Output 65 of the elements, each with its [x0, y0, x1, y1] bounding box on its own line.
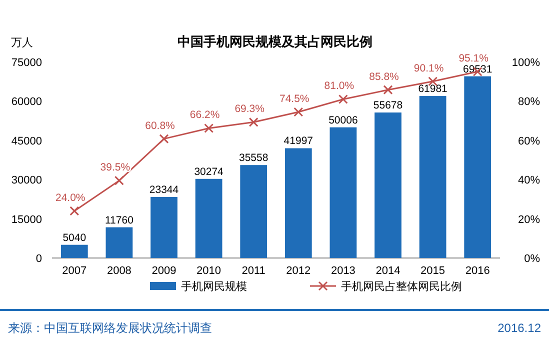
- x-tick-label: 2010: [196, 265, 222, 277]
- point: [294, 107, 304, 117]
- chart-title: 中国手机网民规模及其占网民比例: [178, 34, 372, 49]
- data-label: 30274: [194, 166, 224, 178]
- data-label: 41997: [284, 135, 314, 148]
- y-tick-label: 0: [36, 253, 42, 265]
- x-tick-label: 2009: [152, 265, 176, 277]
- point: [338, 94, 348, 104]
- legend-label: 手机网民规模: [181, 280, 247, 293]
- data-label: 60.8%: [145, 120, 175, 132]
- bar: [195, 178, 222, 258]
- y2-tick-label: 20%: [518, 214, 540, 226]
- data-label: 85.8%: [369, 70, 399, 83]
- data-label: 39.5%: [100, 162, 130, 174]
- bar: [419, 96, 446, 258]
- point: [70, 206, 80, 216]
- bar: [330, 127, 357, 258]
- data-label: 90.1%: [414, 62, 444, 74]
- bar: [284, 148, 312, 258]
- y2-tick-label: 40%: [518, 174, 540, 187]
- data-label: 23344: [149, 184, 179, 196]
- bar: [374, 112, 402, 258]
- data-label: 24.0%: [56, 192, 86, 204]
- y2-tick-label: 100%: [512, 57, 540, 69]
- bar: [240, 165, 268, 258]
- point: [248, 117, 258, 127]
- y-tick-label: 60000: [11, 96, 42, 108]
- y-tick-label: 15000: [11, 214, 42, 226]
- data-label: 74.5%: [280, 92, 310, 105]
- legend-label: 手机网民占整体网民比例: [341, 280, 462, 293]
- point: [204, 124, 214, 133]
- point: [114, 176, 124, 186]
- y-tick-label: 30000: [11, 174, 42, 187]
- y-tick-label: 45000: [11, 135, 42, 148]
- text: 2016.12: [498, 321, 542, 335]
- x-tick-label: 2016: [465, 265, 490, 277]
- bar: [150, 196, 178, 258]
- x-tick-label: 2015: [420, 265, 446, 277]
- data-label: 50006: [328, 114, 358, 126]
- x-tick-label: 2008: [106, 265, 132, 277]
- bar: [464, 76, 492, 258]
- data-label: 95.1%: [458, 52, 488, 65]
- y2-tick-label: 0%: [524, 253, 540, 265]
- x-tick-label: 2013: [330, 265, 356, 277]
- bar: [106, 227, 133, 258]
- data-label: 11760: [104, 214, 134, 226]
- point: [159, 134, 169, 144]
- y-tick-label: 75000: [11, 57, 42, 69]
- bar: [60, 244, 88, 258]
- y2-tick-label: 60%: [518, 135, 540, 148]
- data-label: 81.0%: [324, 80, 354, 92]
- data-label: 5040: [62, 232, 86, 244]
- x-tick-label: 2014: [376, 265, 400, 277]
- y-axis-title: 万人: [11, 37, 33, 49]
- x-tick-label: 2007: [62, 265, 87, 277]
- data-label: 55678: [373, 99, 403, 112]
- data-label: 61981: [418, 83, 448, 96]
- x-tick-label: 2011: [242, 265, 266, 277]
- source-note: 来源：中国互联网络发展状况统计调查: [8, 321, 212, 335]
- point: [383, 85, 393, 95]
- data-label: 66.2%: [190, 109, 220, 122]
- x-tick-label: 2012: [286, 265, 311, 277]
- y2-tick-label: 80%: [518, 96, 540, 108]
- data-label: 35558: [239, 152, 268, 164]
- data-label: 69.3%: [234, 103, 264, 116]
